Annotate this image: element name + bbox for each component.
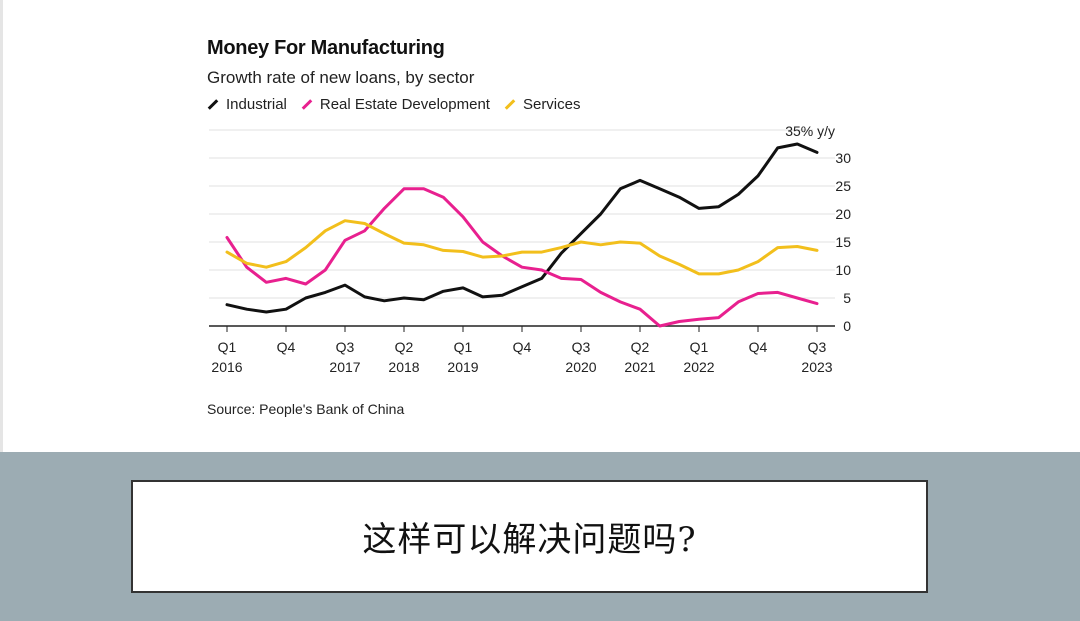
caption-text: 这样可以解决问题吗? (362, 520, 697, 560)
y-tick-label: 20 (835, 206, 851, 222)
legend-item-services: Services (504, 96, 581, 113)
x-tick-label-year: 2021 (624, 359, 655, 375)
series-line-services (225, 219, 819, 276)
x-tick-label-year: 2016 (211, 359, 242, 375)
chart-panel: Money For Manufacturing Growth rate of n… (0, 0, 852, 452)
x-tick-label-period: Q3 (808, 339, 827, 355)
x-tick-label-period: Q4 (749, 339, 768, 355)
grid-lines (209, 129, 835, 327)
x-tick-label-year: 2022 (683, 359, 714, 375)
x-tick-label-year: 2020 (565, 359, 596, 375)
y-tick-label: 5 (843, 290, 851, 306)
unit-label: 35% y/y (785, 123, 835, 139)
x-tick-label-period: Q1 (454, 339, 473, 355)
legend-label-services: Services (522, 96, 581, 113)
chart-subtitle: Growth rate of new loans, by sector (207, 68, 475, 87)
x-tick-label-year: 2018 (388, 359, 419, 375)
chart-legend: Industrial Real Estate Development Servi… (207, 96, 581, 113)
x-tick-label-year: 2023 (801, 359, 832, 375)
y-tick-labels: 0 5 10 15 20 25 30 (835, 150, 851, 334)
legend-item-industrial: Industrial (207, 96, 287, 113)
y-tick-label: 15 (835, 234, 851, 250)
chart-source: Source: People's Bank of China (207, 401, 405, 417)
legend-item-real-estate: Real Estate Development (301, 96, 490, 113)
series-line-industrial (225, 142, 819, 314)
y-tick-label: 25 (835, 178, 851, 194)
y-tick-label: 10 (835, 262, 851, 278)
x-tick-label-year: 2017 (329, 359, 360, 375)
x-tick-labels: Q1 2016 Q4 Q3 2017 Q2 2018 Q1 2019 Q4 Q3 2020 Q2 2021… (211, 326, 833, 375)
x-tick-label-period: Q4 (513, 339, 532, 355)
y-tick-label: 0 (843, 318, 851, 334)
chart-title: Money For Manufacturing (207, 37, 445, 59)
y-tick-label: 30 (835, 150, 851, 166)
series-lines (225, 142, 819, 328)
x-tick-label-period: Q2 (631, 339, 650, 355)
x-tick-label-period: Q1 (218, 339, 237, 355)
x-tick-label-period: Q2 (395, 339, 414, 355)
legend-label-industrial: Industrial (226, 96, 287, 113)
caption-box: 这样可以解决问题吗? (131, 480, 928, 593)
x-tick-label-period: Q1 (690, 339, 709, 355)
series-line-real-estate-development (225, 187, 819, 328)
x-tick-label-period: Q3 (572, 339, 591, 355)
legend-label-real-estate: Real Estate Development (319, 96, 490, 113)
x-tick-label-period: Q3 (336, 339, 355, 355)
x-tick-label-period: Q4 (277, 339, 296, 355)
x-tick-label-year: 2019 (447, 359, 478, 375)
